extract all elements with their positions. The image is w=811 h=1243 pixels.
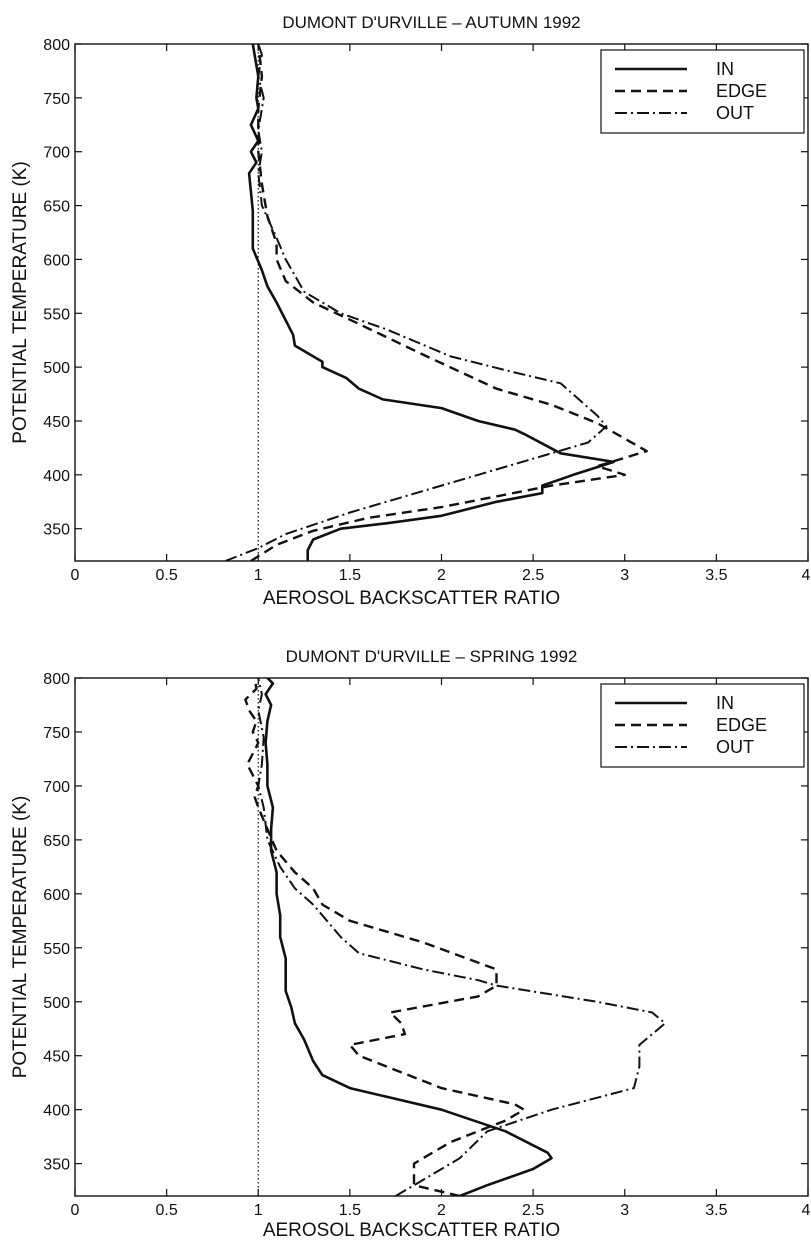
x-tick-label: 3 [620, 1202, 629, 1219]
x-tick-label: 0.5 [156, 1202, 178, 1219]
legend-label-edge: EDGE [716, 81, 767, 101]
x-tick-label: 1 [254, 1202, 263, 1219]
x-axis-label: AEROSOL BACKSCATTER RATIO [263, 588, 560, 609]
x-tick-label: 2 [437, 1202, 446, 1219]
y-tick-label: 350 [43, 1157, 70, 1174]
x-tick-label: 2.5 [522, 1202, 544, 1219]
chart-title: DUMONT D'URVILLE – AUTUMN 1992 [282, 13, 580, 32]
y-tick-label: 450 [43, 1049, 70, 1066]
x-tick-label: 4 [802, 567, 811, 584]
series-line-out [224, 44, 608, 561]
series-line-in [247, 44, 616, 561]
y-axis-label: POTENTIAL TEMPERATURE (K) [10, 161, 31, 444]
y-tick-label: 500 [43, 360, 70, 377]
chart-panel-2: DUMONT D'URVILLE – SPRING 1992 0 0.5 1 1.5 2 2… [10, 647, 811, 1241]
series-line-in [264, 678, 553, 1196]
y-axis-label: POTENTIAL TEMPERATURE (K) [10, 796, 31, 1079]
series-line-edge [244, 678, 526, 1196]
x-tick-label: 1.5 [339, 567, 361, 584]
y-tick-label: 650 [43, 833, 70, 850]
y-tick-label: 450 [43, 414, 70, 431]
y-tick-label: 700 [43, 145, 70, 162]
x-tick-label: 3.5 [705, 1202, 727, 1219]
x-tick-label: 2 [437, 567, 446, 584]
series-line-out [257, 678, 667, 1196]
x-tick-label: 2.5 [522, 567, 544, 584]
y-tick-label: 400 [43, 468, 70, 485]
x-axis-label: AEROSOL BACKSCATTER RATIO [263, 1220, 560, 1241]
x-tick-label: 1 [254, 567, 263, 584]
y-tick-label: 600 [43, 887, 70, 904]
x-tick-label: 0 [71, 1202, 80, 1219]
x-tick-label: 4 [802, 1202, 811, 1219]
x-tick-label: 3 [620, 567, 629, 584]
x-tick-label: 1.5 [339, 1202, 361, 1219]
y-tick-label: 650 [43, 199, 70, 216]
y-tick-label: 550 [43, 306, 70, 323]
chart-title: DUMONT D'URVILLE – SPRING 1992 [286, 647, 578, 666]
y-tick-label: 350 [43, 522, 70, 539]
legend-label-in: IN [716, 59, 734, 79]
y-tick-label: 800 [43, 671, 70, 688]
y-tick-label: 750 [43, 91, 70, 108]
y-tick-label: 550 [43, 941, 70, 958]
x-tick-label: 0 [71, 567, 80, 584]
y-tick-label: 750 [43, 725, 70, 742]
y-tick-label: 800 [43, 37, 70, 54]
legend-label-in: IN [716, 693, 734, 713]
legend-label-out: OUT [716, 103, 754, 123]
x-tick-label: 0.5 [156, 567, 178, 584]
legend-label-edge: EDGE [716, 715, 767, 735]
y-tick-label: 500 [43, 995, 70, 1012]
chart-panel-1: DUMONT D'URVILLE – AUTUMN 1992 0 0.5 1 1.5 2 2… [10, 13, 811, 609]
y-tick-label: 700 [43, 779, 70, 796]
y-tick-label: 400 [43, 1103, 70, 1120]
y-tick-label: 600 [43, 252, 70, 269]
x-tick-label: 3.5 [705, 567, 727, 584]
legend-box [600, 683, 805, 768]
series-line-edge [250, 44, 648, 561]
legend-label-out: OUT [716, 737, 754, 757]
